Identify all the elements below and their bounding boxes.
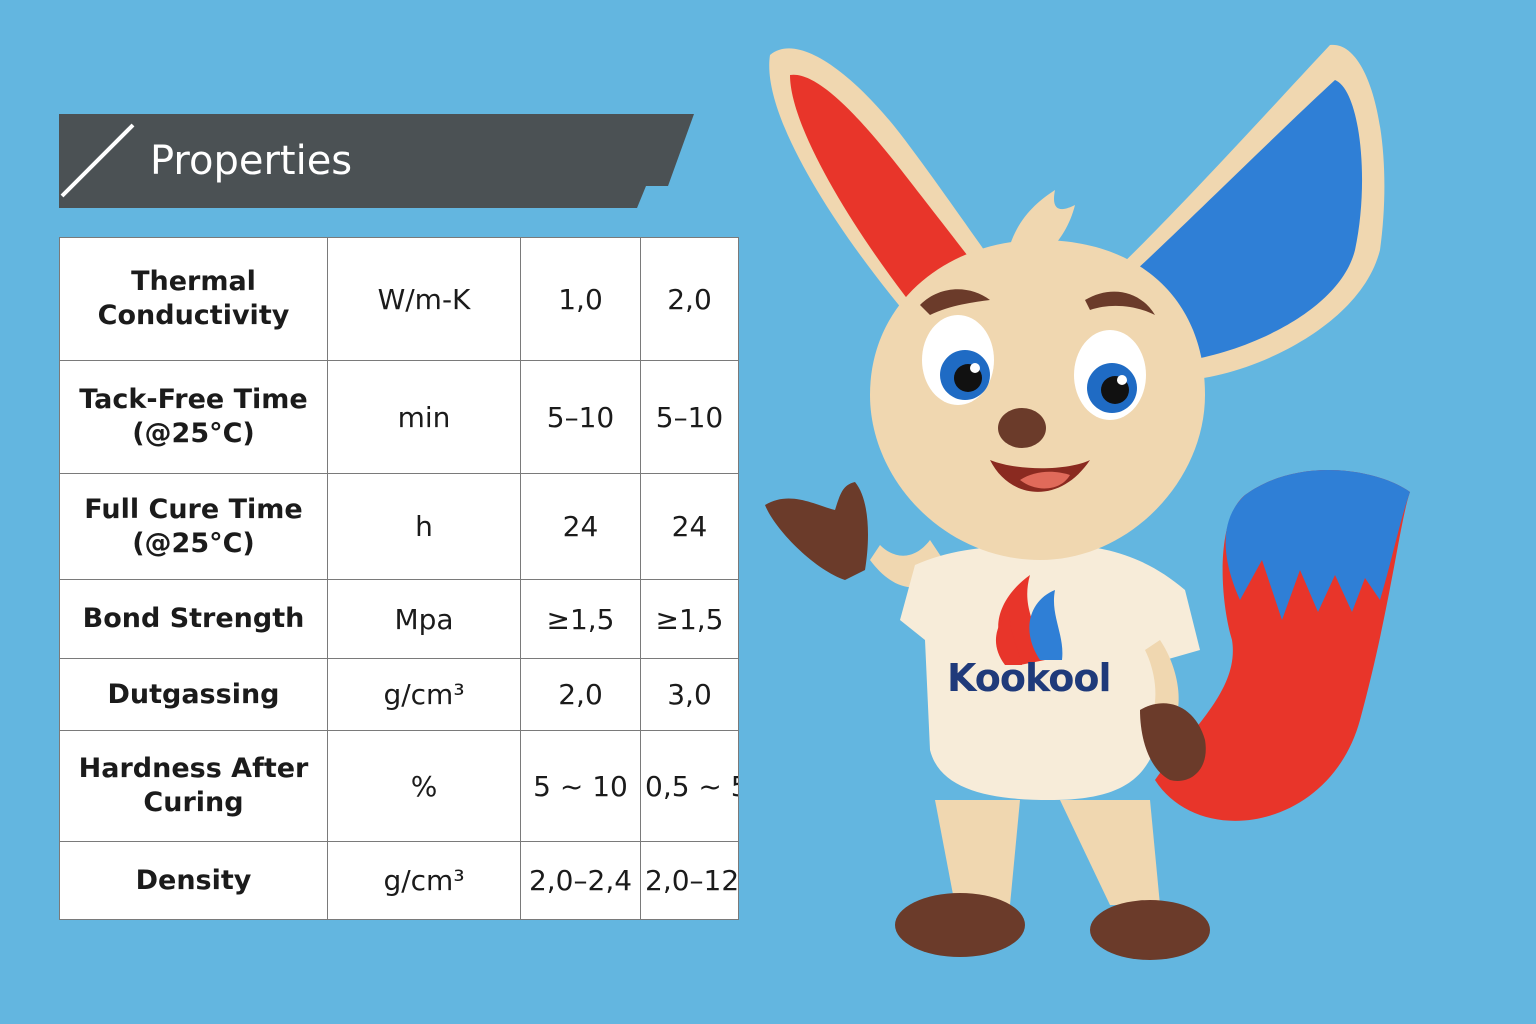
property-name: Dutgassing [59, 658, 328, 731]
property-value: 2,0 [520, 658, 641, 731]
property-value: 2,0–12 [640, 841, 739, 920]
property-unit: g/cm³ [327, 658, 521, 731]
property-value: 24 [640, 473, 739, 580]
property-unit: W/m-K [327, 237, 521, 361]
property-value: 2,0–2,4 [520, 841, 641, 920]
property-unit: min [327, 360, 521, 474]
right-leg [1060, 800, 1160, 905]
left-eyebrow [920, 289, 990, 315]
property-unit: h [327, 473, 521, 580]
property-value: ≥1,5 [520, 579, 641, 659]
left-eye-icon [922, 315, 994, 405]
property-value: 5 ~ 10 [520, 730, 641, 842]
table-row: Thermal Conductivity W/m-K 1,0 2,0 [59, 237, 739, 361]
property-value: 24 [520, 473, 641, 580]
page-title: Properties [150, 138, 353, 184]
properties-table: Thermal Conductivity W/m-K 1,0 2,0 Tack-F… [59, 237, 739, 920]
table-row: Density g/cm³ 2,0–2,4 2,0–12 [59, 841, 739, 920]
banner-slash-icon [60, 123, 135, 198]
head [870, 240, 1205, 560]
property-name: Thermal Conductivity [59, 237, 328, 361]
tongue [1020, 471, 1070, 489]
left-foot-icon [895, 893, 1025, 957]
property-name: Density [59, 841, 328, 920]
flame-logo-icon [995, 575, 1063, 665]
property-value: 3,0 [640, 658, 739, 731]
shirt-icon [900, 545, 1200, 800]
right-eyebrow [1085, 291, 1155, 315]
property-name: Full Cure Time (@25°C) [59, 473, 328, 580]
property-name: Bond Strength [59, 579, 328, 659]
shirt-logo-text: Kookool [947, 656, 1111, 700]
raised-hand-icon [765, 482, 868, 580]
left-ear-icon [769, 48, 1010, 330]
property-value: 2,0 [640, 237, 739, 361]
property-unit: % [327, 730, 521, 842]
property-name: Tack-Free Time (@25°C) [59, 360, 328, 474]
tail-icon [1155, 470, 1410, 821]
property-value: 5–10 [640, 360, 739, 474]
property-value: ≥1,5 [640, 579, 739, 659]
table-row: Dutgassing g/cm³ 2,0 3,0 [59, 658, 739, 731]
property-value: 1,0 [520, 237, 641, 361]
nose-icon [998, 408, 1046, 448]
left-leg [935, 800, 1020, 905]
property-unit: g/cm³ [327, 841, 521, 920]
right-eye-icon [1074, 330, 1146, 420]
property-value: 5–10 [520, 360, 641, 474]
resting-hand-icon [1140, 703, 1206, 781]
table-row: Tack-Free Time (@25°C) min 5–10 5–10 [59, 360, 739, 474]
right-foot-icon [1090, 900, 1210, 960]
table-row: Full Cure Time (@25°C) h 24 24 [59, 473, 739, 580]
table-row: Hardness After Curing % 5 ~ 10 0,5 ~ 5 [59, 730, 739, 842]
fox-mascot-illustration [765, 44, 1410, 960]
hair-tuft [1010, 190, 1075, 250]
property-name: Hardness After Curing [59, 730, 328, 842]
property-value: 0,5 ~ 5 [640, 730, 739, 842]
property-unit: Mpa [327, 579, 521, 659]
table-row: Bond Strength Mpa ≥1,5 ≥1,5 [59, 579, 739, 659]
